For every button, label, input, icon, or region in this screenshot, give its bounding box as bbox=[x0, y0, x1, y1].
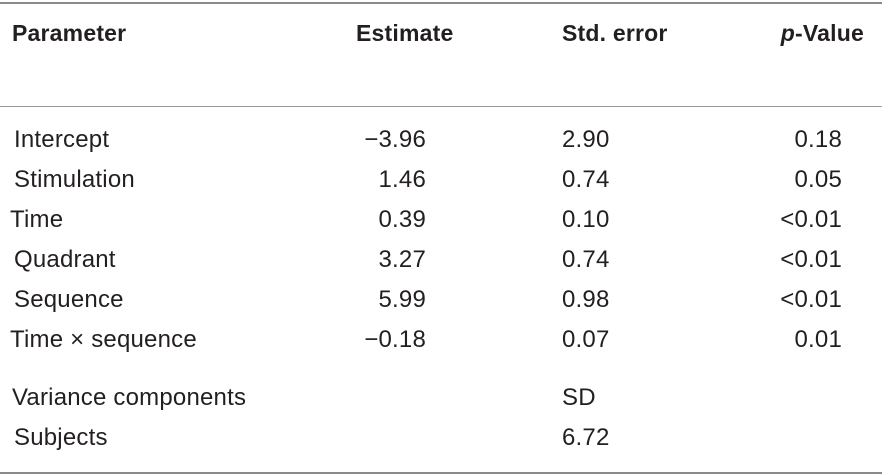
table-bottom-rule bbox=[0, 472, 882, 474]
row-1-parameter: Stimulation bbox=[14, 166, 135, 193]
header-p-value: p-Value bbox=[781, 18, 864, 48]
row-3-estimate: 3.27 bbox=[378, 246, 426, 273]
row-0-parameter: Intercept bbox=[14, 126, 110, 153]
row-0-std-error: 2.90 bbox=[562, 126, 610, 153]
header-parameter: Parameter bbox=[12, 20, 127, 46]
subjects-label: Subjects bbox=[14, 424, 108, 451]
row-3-std-error: 0.74 bbox=[562, 246, 610, 273]
row-4-std-error: 0.98 bbox=[562, 286, 610, 313]
subjects-sd: 6.72 bbox=[562, 424, 610, 451]
variance-sd-label: SD bbox=[562, 384, 596, 411]
row-1-p-value: 0.05 bbox=[794, 166, 842, 193]
header-estimate: Estimate bbox=[356, 20, 454, 46]
row-4-p-value: <0.01 bbox=[780, 286, 842, 313]
row-2-estimate: 0.39 bbox=[378, 206, 426, 233]
row-2-parameter: Time bbox=[10, 206, 64, 233]
row-2-p-value: <0.01 bbox=[780, 206, 842, 233]
row-4-parameter: Sequence bbox=[14, 286, 124, 313]
header-std-error: Std. error bbox=[562, 20, 668, 46]
row-5-std-error: 0.07 bbox=[562, 326, 610, 353]
row-5-p-value: 0.01 bbox=[794, 326, 842, 353]
row-2-std-error: 0.10 bbox=[562, 206, 610, 233]
row-1-estimate: 1.46 bbox=[378, 166, 426, 193]
row-0-p-value: 0.18 bbox=[794, 126, 842, 153]
row-3-p-value: <0.01 bbox=[780, 246, 842, 273]
row-0-estimate: −3.96 bbox=[364, 126, 426, 153]
header-p-value-rest: -Value bbox=[795, 20, 864, 46]
row-3-parameter: Quadrant bbox=[14, 246, 116, 273]
row-5-estimate: −0.18 bbox=[364, 326, 426, 353]
header-rule bbox=[0, 106, 882, 107]
row-1-std-error: 0.74 bbox=[562, 166, 610, 193]
row-4-estimate: 5.99 bbox=[378, 286, 426, 313]
variance-components-label: Variance components bbox=[12, 384, 247, 411]
table-top-rule bbox=[0, 2, 882, 4]
row-5-parameter: Time × sequence bbox=[10, 326, 197, 353]
header-p-value-italic: p bbox=[780, 20, 796, 46]
